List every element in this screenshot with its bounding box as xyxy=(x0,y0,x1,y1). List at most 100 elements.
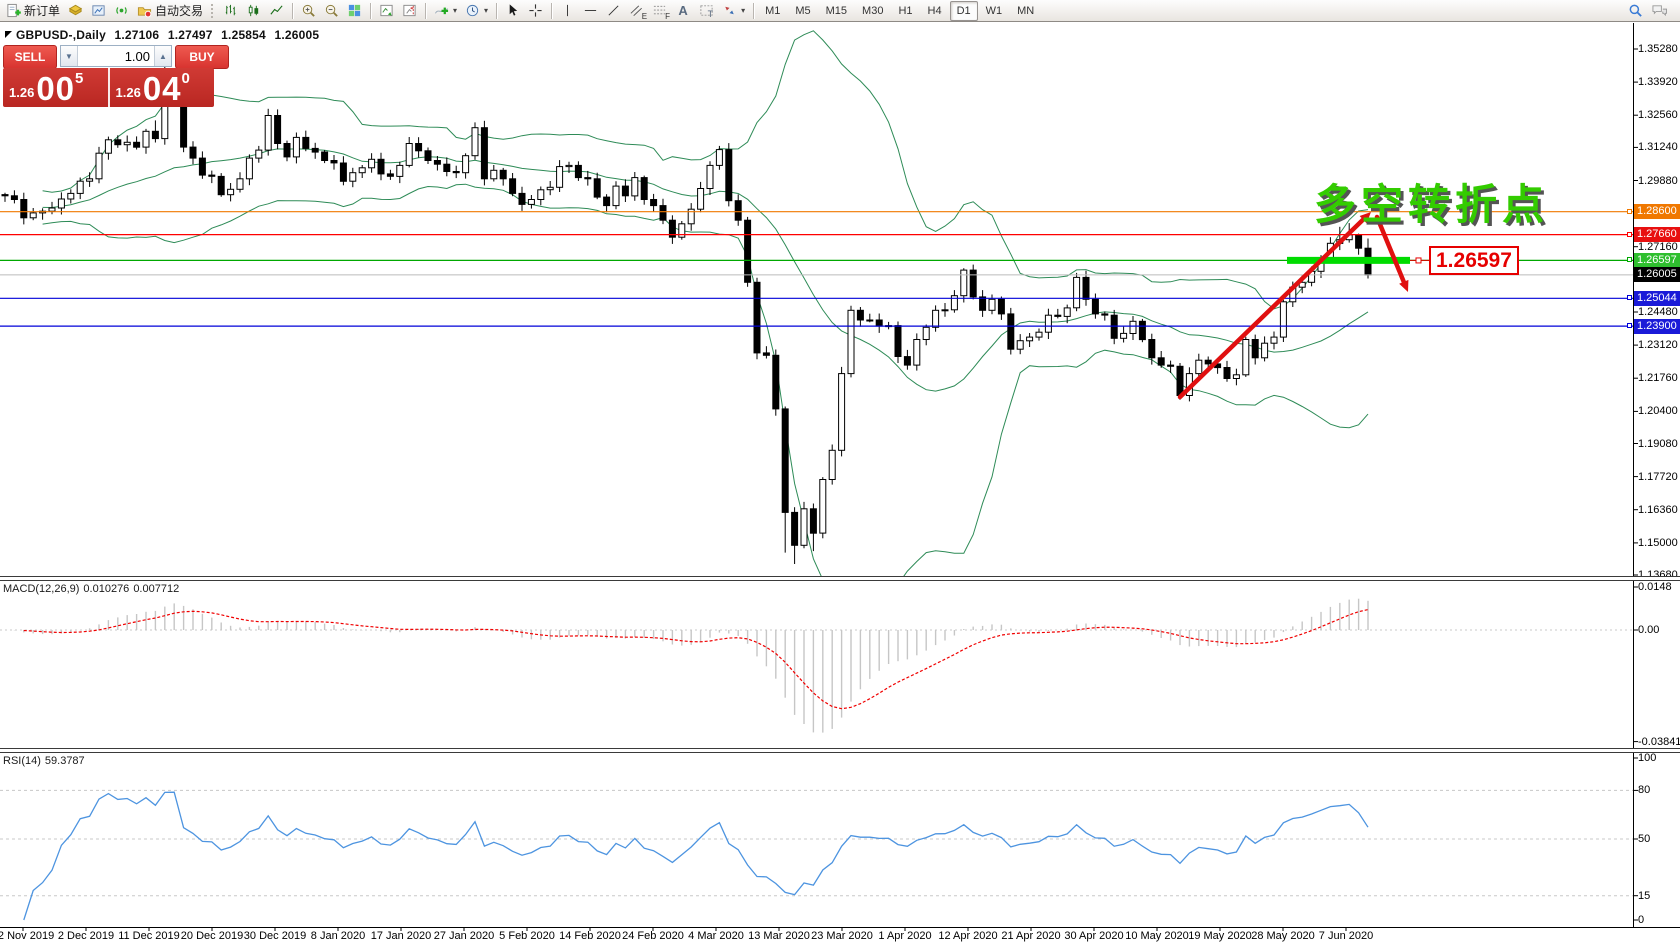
profiles-icon xyxy=(68,4,83,16)
fibonacci-letter: F xyxy=(665,11,671,21)
timeframe-w1[interactable]: W1 xyxy=(985,4,1003,17)
horizontal-line-button[interactable] xyxy=(579,0,602,22)
date-axis-label: 30 Dec 2019 xyxy=(243,930,307,942)
level-handle[interactable] xyxy=(1627,295,1632,301)
trend-arrows[interactable] xyxy=(1177,212,1409,400)
volume-decrease-button[interactable]: ▼ xyxy=(61,46,78,66)
cursor-button[interactable] xyxy=(501,0,524,22)
line-chart-icon xyxy=(270,5,283,15)
timeframe-group: M1 M5 M15 M30 H1 H4 D1 W1 MN xyxy=(758,0,1041,21)
periods-button[interactable]: ▾ xyxy=(461,0,492,22)
date-axis-label: 14 Feb 2020 xyxy=(559,930,621,942)
shapes-dropdown-caret[interactable]: ▾ xyxy=(741,6,746,15)
line-chart-button[interactable] xyxy=(265,0,288,22)
price-axis-tick: 1.17720 xyxy=(1638,470,1678,483)
market-watch-button[interactable] xyxy=(87,0,110,22)
date-axis-label: 4 Mar 2020 xyxy=(688,930,744,942)
date-axis-label: 1 Apr 2020 xyxy=(878,930,932,942)
sell-price[interactable]: 1.26 00 5 xyxy=(3,68,110,107)
macd-panel-splitter[interactable] xyxy=(0,576,1680,581)
rsi-panel-splitter[interactable] xyxy=(0,748,1680,753)
new-order-button[interactable]: 新订单 xyxy=(2,0,64,22)
level-handle[interactable] xyxy=(1627,323,1632,329)
toolbar-separator xyxy=(753,2,755,19)
macd-axis-tick: -0.038415 xyxy=(1638,735,1680,748)
bollinger-middle xyxy=(42,148,1369,392)
date-axis-label: 20 Dec 2019 xyxy=(180,930,244,942)
date-axis-label: 13 Mar 2020 xyxy=(748,930,810,942)
candles xyxy=(1,52,1372,564)
search-icon[interactable] xyxy=(1628,3,1643,18)
crosshair-button[interactable] xyxy=(524,0,547,22)
signal-button[interactable] xyxy=(110,0,133,22)
zoom-out-button[interactable] xyxy=(320,0,343,22)
indicators-button[interactable]: ▾ xyxy=(430,0,461,22)
date-axis-label: 24 Feb 2020 xyxy=(622,930,684,942)
chat-icon[interactable] xyxy=(1651,3,1668,18)
timeframe-d1[interactable]: D1 xyxy=(949,0,978,21)
one-click-trading-panel: SELL ▼ ▲ BUY xyxy=(3,45,229,69)
price-tag-annotation[interactable]: 1.26597 xyxy=(1429,246,1519,275)
sell-button[interactable]: SELL xyxy=(3,45,57,69)
auto-scroll-button[interactable] xyxy=(375,0,398,22)
macd-title: MACD(12,26,9) xyxy=(3,583,80,595)
level-lines[interactable] xyxy=(0,211,1633,327)
vertical-line-icon xyxy=(567,4,569,17)
text-label-button[interactable]: T xyxy=(695,0,718,22)
candlestick-chart-button[interactable] xyxy=(242,0,265,22)
timeframe-h1[interactable]: H1 xyxy=(898,4,913,17)
trendline-button[interactable] xyxy=(602,0,625,22)
level-handle[interactable] xyxy=(1627,231,1632,237)
bollinger-bands xyxy=(42,30,1369,576)
signal-icon xyxy=(116,7,127,14)
buy-price-prefix: 1.26 xyxy=(115,85,141,100)
auto-trading-icon xyxy=(137,7,152,18)
crosshair-icon xyxy=(529,4,542,17)
buy-price-big: 04 xyxy=(142,70,182,107)
axes xyxy=(0,23,1680,931)
indicators-dropdown-caret[interactable]: ▾ xyxy=(453,6,458,15)
equidistant-channel-button[interactable]: E xyxy=(625,0,648,22)
timeframe-m1[interactable]: M1 xyxy=(765,4,781,17)
timeframe-m30[interactable]: M30 xyxy=(862,4,884,17)
macd-axis-tick: 0.00 xyxy=(1638,624,1660,636)
turning-point-annotation[interactable]: 多空转折点 xyxy=(1314,181,1550,228)
volume-increase-button[interactable]: ▲ xyxy=(154,46,171,66)
bar-chart-button[interactable] xyxy=(219,0,242,22)
toolbar: 新订单 自动交易 ▾ ▾ xyxy=(0,0,1680,22)
level-handle[interactable] xyxy=(1627,257,1632,263)
tile-windows-button[interactable] xyxy=(343,0,366,22)
date-axis-label: 23 Mar 2020 xyxy=(811,930,873,942)
bar-chart-icon xyxy=(225,4,236,16)
periods-dropdown-caret[interactable]: ▾ xyxy=(484,6,489,15)
candlestick-chart-icon xyxy=(248,4,259,17)
trend-arrow-line xyxy=(1374,214,1407,285)
toolbar-separator xyxy=(551,2,553,19)
ohlc-open: 1.27106 xyxy=(114,28,160,42)
fibonacci-button[interactable]: F xyxy=(648,0,671,22)
date-axis-label: 27 Jan 2020 xyxy=(433,930,495,942)
bid-ask-prices: 1.26 00 5 1.26 04 0 xyxy=(3,68,214,107)
rsi-axis-tick: 0 xyxy=(1638,914,1645,926)
macd-label: MACD(12,26,9) 0.010276 0.007712 xyxy=(3,583,183,595)
price-badge-1.23900: 1.23900 xyxy=(1634,318,1680,334)
text-button[interactable]: A xyxy=(671,0,695,22)
rsi-axis-tick: 100 xyxy=(1638,752,1657,764)
arrows-shapes-button[interactable]: ▾ xyxy=(718,0,749,22)
level-handle[interactable] xyxy=(1627,208,1632,214)
volume-input[interactable] xyxy=(78,46,154,66)
vertical-line-button[interactable] xyxy=(556,0,579,22)
timeframe-m5[interactable]: M5 xyxy=(795,4,811,17)
date-axis-area[interactable] xyxy=(800,940,801,941)
chart-shift-button[interactable] xyxy=(398,0,421,22)
timeframe-mn[interactable]: MN xyxy=(1017,4,1035,17)
buy-button[interactable]: BUY xyxy=(175,45,229,69)
buy-price[interactable]: 1.26 04 0 xyxy=(110,68,215,107)
profiles-button[interactable] xyxy=(64,0,87,22)
timeframe-m15[interactable]: M15 xyxy=(825,4,848,17)
timeframe-h4[interactable]: H4 xyxy=(927,4,942,17)
clock-icon xyxy=(466,4,479,17)
zoom-in-button[interactable] xyxy=(297,0,320,22)
auto-trading-button[interactable]: 自动交易 xyxy=(133,0,207,22)
